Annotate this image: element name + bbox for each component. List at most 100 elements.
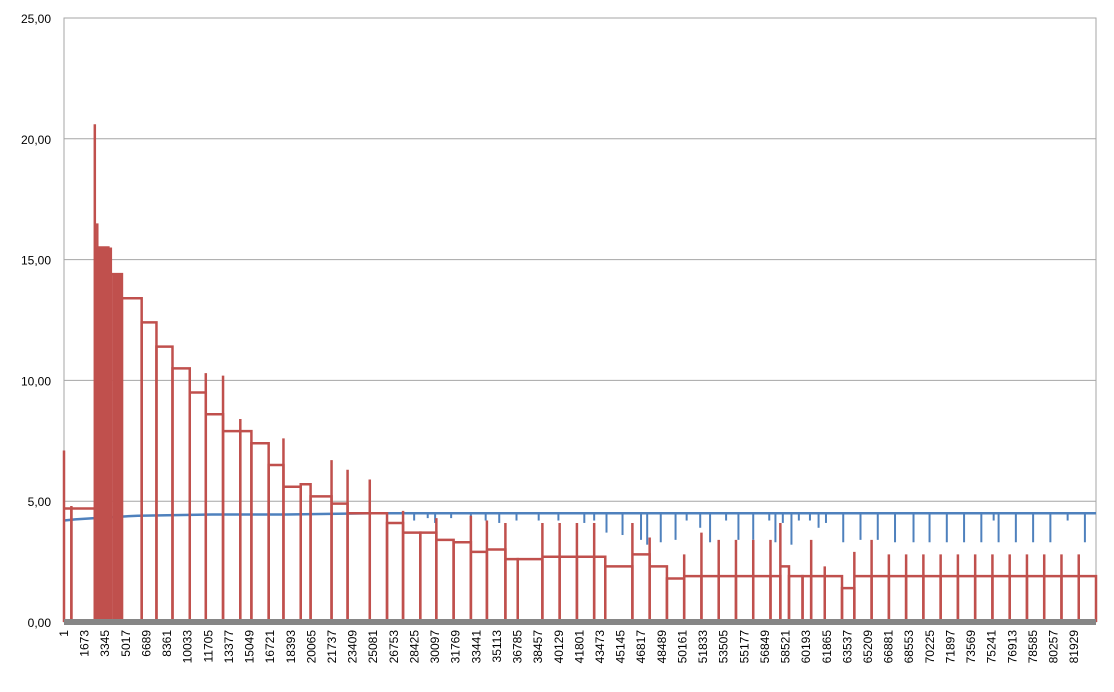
red-series-segment (991, 554, 1011, 622)
x-tick-label: 38457 (531, 630, 545, 664)
red-series-segment (682, 554, 703, 622)
x-tick-label: 55177 (737, 630, 751, 664)
x-tick-label: 70225 (923, 630, 937, 664)
y-tick-label: 20,00 (21, 133, 51, 147)
red-series-segment (904, 554, 925, 622)
x-tick-label: 11705 (201, 630, 215, 663)
red-series-segment (779, 522, 791, 622)
x-tick-label: 75241 (985, 630, 999, 664)
gridlines (63, 17, 1097, 623)
red-series-segment (1060, 554, 1080, 622)
x-tick-label: 43473 (593, 630, 607, 664)
y-axis-tick-labels: 0,00 5,00 10,00 15,00 20,00 25,00 (21, 12, 51, 630)
red-series-segment (870, 539, 891, 622)
x-tick-label: 16721 (263, 630, 277, 664)
red-series-segment (419, 531, 438, 622)
red-series-segment (267, 463, 285, 622)
x-tick-label: 33441 (469, 630, 483, 664)
x-tick-label: 31769 (449, 630, 463, 664)
x-tick-label: 30097 (428, 630, 442, 664)
x-tick-label: 56849 (758, 630, 772, 664)
red-series-segment (787, 574, 804, 622)
red-series-segment (299, 483, 312, 622)
x-tick-label: 78585 (1026, 630, 1040, 664)
red-series-segment (346, 469, 372, 622)
red-series-segment (485, 520, 507, 622)
x-tick-label: 5017 (119, 630, 133, 657)
red-series-segment (239, 419, 253, 622)
red-series-segment (70, 506, 97, 622)
red-series-segment (734, 539, 755, 622)
x-tick-label: 23409 (346, 630, 360, 664)
y-tick-label: 0,00 (28, 616, 52, 630)
x-tick-label: 66881 (882, 630, 896, 664)
red-series-segment (887, 554, 908, 622)
x-tick-label: 46817 (634, 630, 648, 664)
red-series-segment (221, 375, 242, 622)
red-series-segment (665, 577, 686, 622)
red-series-segment (1008, 554, 1029, 622)
red-series-segment (250, 441, 270, 622)
x-tick-label: 3345 (98, 630, 112, 657)
red-series-segment (575, 522, 596, 622)
x-tick-label: 68553 (902, 630, 916, 664)
x-tick-label: 40129 (552, 630, 566, 664)
x-tick-label: 8361 (160, 630, 174, 657)
x-tick-label: 21737 (325, 630, 339, 664)
red-series-segment (1077, 554, 1098, 622)
red-series-dense-area (94, 247, 113, 622)
x-tick-label: 50161 (675, 630, 689, 664)
blue-series-line (63, 512, 1096, 522)
y-tick-label: 5,00 (28, 495, 52, 509)
red-series-segment (973, 554, 994, 622)
red-series-segment (504, 522, 519, 622)
red-series-segment (592, 522, 607, 622)
red-series-segment (1025, 554, 1046, 622)
x-tick-label: 36785 (511, 630, 525, 664)
x-tick-label: 63537 (840, 630, 854, 664)
x-tick-label: 26753 (387, 630, 401, 664)
red-series-segment (188, 391, 208, 622)
y-tick-label: 25,00 (21, 12, 51, 26)
x-tick-label: 15049 (243, 630, 257, 664)
red-series-segment (171, 367, 192, 622)
red-series-segment (140, 321, 158, 622)
x-tick-label: 60193 (799, 630, 813, 664)
x-tick-label: 20065 (304, 630, 318, 664)
x-axis-tick-labels: 1 1673 3345 5017 6689 8361 10033 11705 13377 1504… (57, 630, 1081, 664)
red-series-segment (385, 521, 405, 622)
red-series-segment (452, 541, 473, 622)
x-tick-label: 81929 (1067, 630, 1081, 664)
red-series-segment (1042, 554, 1063, 622)
x-tick-label: 58521 (779, 630, 793, 664)
red-series-segment (558, 522, 579, 622)
red-series-segment (809, 539, 826, 622)
blue-series (63, 512, 1096, 545)
red-series-segment (751, 539, 772, 622)
x-tick-label: 18393 (284, 630, 298, 664)
red-series-segment (401, 510, 422, 622)
red-series-segment (939, 554, 960, 622)
red-series-segment (823, 566, 844, 622)
x-tick-label: 35113 (490, 630, 504, 663)
red-series-segment (801, 574, 813, 622)
red-series-segment (840, 586, 856, 622)
red-series (62, 124, 1098, 622)
red-series-segment (120, 297, 143, 622)
x-tick-label: 53505 (717, 630, 731, 664)
x-tick-label: 13377 (222, 630, 236, 664)
red-series-segment (282, 438, 302, 622)
red-series-segment (853, 551, 873, 622)
red-series-segment (330, 460, 349, 622)
x-tick-label: 41801 (572, 630, 586, 664)
red-series-segment (648, 537, 669, 622)
red-series-segment (516, 557, 544, 622)
x-tick-label: 73569 (964, 630, 978, 664)
x-tick-label: 28425 (407, 630, 421, 664)
x-tick-label: 51833 (696, 630, 710, 664)
plot-area-border (63, 17, 1097, 623)
red-series-segment (541, 522, 561, 622)
red-series-segment (155, 345, 174, 622)
